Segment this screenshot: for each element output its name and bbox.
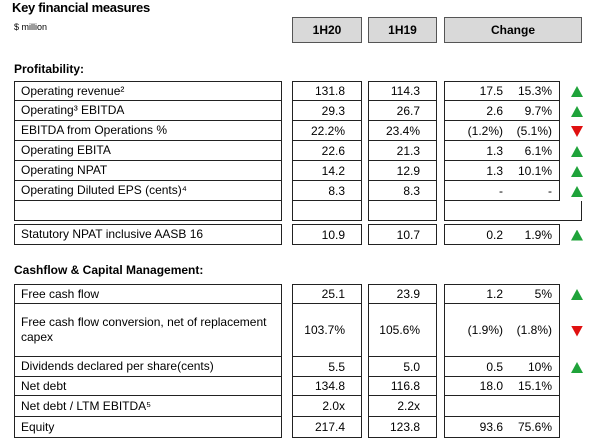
value-cell: 6.1% <box>510 141 560 161</box>
value-cell: 9.7% <box>510 101 560 121</box>
value-cell: 123.8 <box>368 417 437 438</box>
value-cell: 14.2 <box>292 161 362 181</box>
spacer-cell <box>444 201 582 221</box>
value-cell: 26.7 <box>368 101 437 121</box>
value-cell: 23.4% <box>368 121 437 141</box>
value-cell <box>510 396 560 417</box>
value-cell: 2.6 <box>444 101 510 121</box>
title: Key financial measures <box>12 0 150 15</box>
trend-arrow-down <box>571 126 583 137</box>
value-cell: (1.9%) <box>444 304 510 357</box>
value-cell: 1.3 <box>444 141 510 161</box>
value-cell: 114.3 <box>368 81 437 101</box>
value-cell: - <box>510 181 560 201</box>
value-cell: 2.2x <box>368 396 437 417</box>
value-cell: 1.3 <box>444 161 510 181</box>
value-cell: 10.9 <box>292 224 362 245</box>
value-cell: 8.3 <box>368 181 437 201</box>
column-header: 1H19 <box>368 17 437 43</box>
section-heading: Cashflow & Capital Management: <box>14 263 204 277</box>
value-cell: - <box>444 181 510 201</box>
value-cell: 17.5 <box>444 81 510 101</box>
value-cell: 5.5 <box>292 357 362 377</box>
value-cell: 217.4 <box>292 417 362 438</box>
unit-note: $ million <box>14 22 48 32</box>
value-cell: 116.8 <box>368 377 437 396</box>
row-label: Operating³ EBITDA <box>14 101 282 121</box>
row-label: Net debt / LTM EBITDA⁵ <box>14 396 282 417</box>
spacer-cell <box>292 201 362 221</box>
value-cell: 21.3 <box>368 141 437 161</box>
value-cell: 18.0 <box>444 377 510 396</box>
column-header: 1H20 <box>292 17 362 43</box>
value-cell: 75.6% <box>510 417 560 438</box>
value-cell <box>444 396 510 417</box>
value-cell: 131.8 <box>292 81 362 101</box>
row-label: Operating Diluted EPS (cents)⁴ <box>14 181 282 201</box>
value-cell: 5.0 <box>368 357 437 377</box>
value-cell: 12.9 <box>368 161 437 181</box>
row-label: Dividends declared per share(cents) <box>14 357 282 377</box>
value-cell: 15.1% <box>510 377 560 396</box>
value-cell: 93.6 <box>444 417 510 438</box>
value-cell: 29.3 <box>292 101 362 121</box>
trend-arrow-up <box>571 146 583 157</box>
row-label: Free cash flow conversion, net of replac… <box>14 304 282 357</box>
value-cell: (5.1%) <box>510 121 560 141</box>
row-label: Operating EBITA <box>14 141 282 161</box>
row-label: EBITDA from Operations % <box>14 121 282 141</box>
trend-arrow-up <box>571 106 583 117</box>
row-label: Statutory NPAT inclusive AASB 16 <box>14 224 282 245</box>
value-cell: 25.1 <box>292 284 362 304</box>
value-cell: 0.5 <box>444 357 510 377</box>
value-cell: 103.7% <box>292 304 362 357</box>
value-cell: 0.2 <box>444 224 510 245</box>
row-label: Operating NPAT <box>14 161 282 181</box>
row-label: Free cash flow <box>14 284 282 304</box>
trend-arrow-up <box>571 229 583 241</box>
value-cell: 23.9 <box>368 284 437 304</box>
value-cell: (1.8%) <box>510 304 560 357</box>
value-cell: 10.1% <box>510 161 560 181</box>
row-label: Operating revenue² <box>14 81 282 101</box>
spacer-row <box>14 201 282 221</box>
row-label: Equity <box>14 417 282 438</box>
value-cell: (1.2%) <box>444 121 510 141</box>
value-cell: 15.3% <box>510 81 560 101</box>
value-cell: 10.7 <box>368 224 437 245</box>
value-cell: 2.0x <box>292 396 362 417</box>
value-cell: 105.6% <box>368 304 437 357</box>
value-cell: 1.9% <box>510 224 560 245</box>
column-header: Change <box>444 17 582 43</box>
trend-arrow-up <box>571 289 583 300</box>
value-cell: 1.2 <box>444 284 510 304</box>
value-cell: 134.8 <box>292 377 362 396</box>
trend-arrow-up <box>571 86 583 97</box>
trend-arrow-up <box>571 362 583 373</box>
section-heading: Profitability: <box>14 62 85 76</box>
spacer-cell <box>368 201 437 221</box>
trend-arrow-up <box>571 166 583 177</box>
value-cell: 8.3 <box>292 181 362 201</box>
value-cell: 10% <box>510 357 560 377</box>
row-label: Net debt <box>14 377 282 396</box>
trend-arrow-down <box>571 325 583 337</box>
trend-arrow-up <box>571 186 583 197</box>
value-cell: 5% <box>510 284 560 304</box>
value-cell: 22.2% <box>292 121 362 141</box>
value-cell: 22.6 <box>292 141 362 161</box>
